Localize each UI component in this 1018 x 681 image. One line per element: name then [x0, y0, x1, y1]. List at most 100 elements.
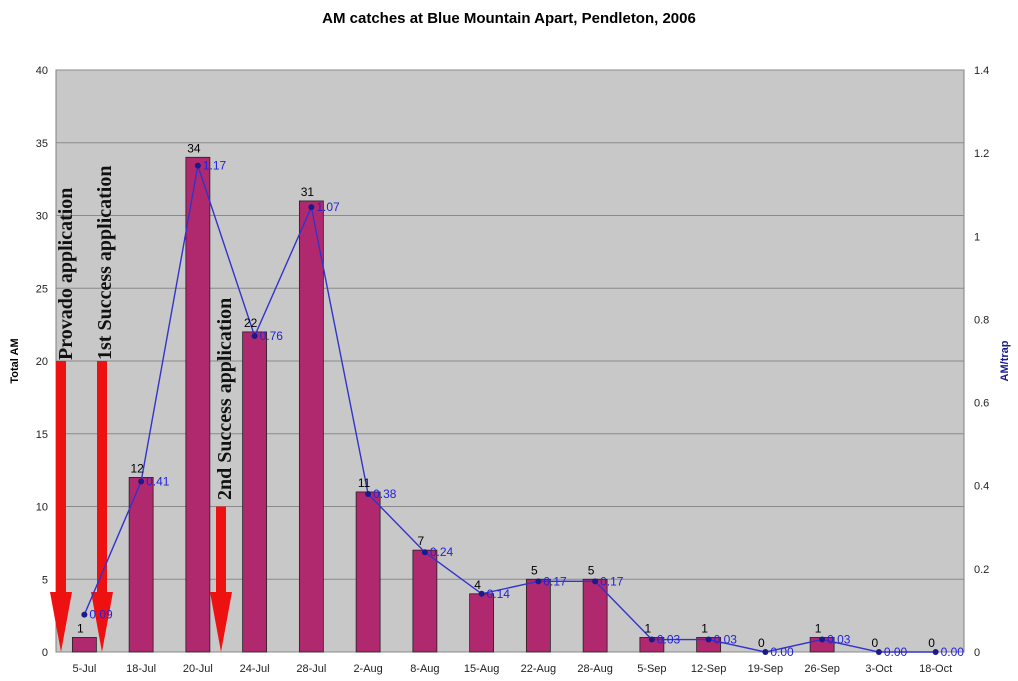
x-tick-label: 18-Jul: [126, 663, 156, 675]
line-value-label: 0.41: [146, 475, 170, 489]
x-tick-label: 5-Jul: [72, 663, 96, 675]
line-point: [705, 636, 712, 643]
bar: [469, 593, 495, 653]
y-tick-label: 15: [36, 429, 48, 441]
y2-tick-label: 0.4: [974, 481, 989, 493]
y-tick-label: 35: [36, 138, 48, 150]
axes: 051015202530354000.20.40.60.811.21.45-Ju…: [9, 65, 1011, 675]
line-point: [819, 636, 826, 643]
bar: [71, 637, 97, 653]
y2-tick-label: 1.4: [974, 65, 989, 77]
x-tick-label: 5-Sep: [637, 663, 666, 675]
annotation-label: 2nd Success application: [214, 298, 236, 500]
bar-value-label: 7: [418, 534, 425, 548]
bar: [242, 331, 268, 653]
bar-value-label: 1: [77, 621, 84, 635]
bar-value-label: 22: [244, 316, 258, 330]
y2-tick-label: 0: [974, 647, 980, 659]
y-tick-label: 0: [42, 647, 48, 659]
line-point: [932, 649, 939, 655]
x-tick-label: 26-Sep: [804, 663, 839, 675]
line-point: [478, 590, 485, 597]
y-tick-label: 30: [36, 211, 48, 223]
y-tick-label: 40: [36, 65, 48, 77]
x-tick-label: 3-Oct: [865, 663, 892, 675]
y-tick-label: 5: [42, 574, 48, 586]
bar-value-label: 1: [701, 621, 708, 635]
bar-value-label: 1: [815, 621, 822, 635]
bar-value-label: 31: [301, 185, 315, 199]
bar: [185, 156, 211, 653]
y2-tick-label: 0.8: [974, 314, 989, 326]
annotation-label: Provado application: [55, 188, 77, 360]
line-value-label: 0.17: [543, 574, 567, 588]
line-point: [251, 333, 258, 340]
annotation-label: 1st Success application: [94, 166, 116, 360]
y2-tick-label: 1: [974, 231, 980, 243]
bar-value-label: 5: [588, 563, 595, 577]
bar: [298, 200, 324, 653]
bar-value-label: 0: [928, 636, 935, 650]
application-arrows: [50, 361, 232, 652]
y2-tick-label: 0.6: [974, 398, 989, 410]
line-value-label: 0.03: [714, 633, 738, 647]
line-value-label: 0.76: [260, 329, 284, 343]
y2-tick-label: 0.2: [974, 564, 989, 576]
arrow-provado: [50, 361, 72, 652]
x-tick-label: 15-Aug: [464, 663, 499, 675]
line-value-label: 0.17: [600, 574, 624, 588]
x-tick-label: 28-Aug: [577, 663, 612, 675]
y-axis-title: Total AM: [9, 338, 21, 383]
x-tick-label: 19-Sep: [748, 663, 783, 675]
line-value-label: 1.17: [203, 159, 227, 173]
bar-value-label: 11: [358, 476, 371, 490]
y-tick-label: 25: [36, 283, 48, 295]
line-point: [648, 636, 655, 643]
x-tick-label: 24-Jul: [240, 663, 270, 675]
bar: [128, 476, 154, 653]
line-point: [308, 204, 315, 211]
y2-axis-title: AM/trap: [999, 340, 1011, 381]
line-value-label: 0.24: [430, 545, 454, 559]
line-point: [81, 611, 88, 618]
y-tick-label: 20: [36, 356, 48, 368]
line-point: [535, 578, 542, 585]
line-value-label: 0.09: [89, 608, 113, 622]
line-value-label: 0.14: [487, 587, 511, 601]
x-tick-label: 8-Aug: [410, 663, 439, 675]
x-tick-label: 20-Jul: [183, 663, 213, 675]
x-tick-label: 22-Aug: [521, 663, 556, 675]
x-tick-label: 18-Oct: [919, 663, 952, 675]
line-value-label: 0.00: [941, 645, 965, 659]
bar-value-label: 12: [130, 461, 144, 475]
x-tick-label: 12-Sep: [691, 663, 726, 675]
x-tick-label: 2-Aug: [353, 663, 382, 675]
bar-value-label: 1: [645, 621, 652, 635]
bar-value-label: 0: [872, 636, 879, 650]
line-point: [194, 162, 201, 169]
bar-value-label: 4: [474, 578, 481, 592]
bar: [525, 578, 551, 653]
bar-value-label: 34: [187, 141, 201, 155]
line-point: [875, 649, 882, 655]
annotations: Provado application 1st Success applicati…: [55, 166, 236, 500]
bar: [582, 578, 608, 653]
bar: [355, 491, 381, 653]
line-point: [138, 478, 145, 485]
line-value-label: 0.00: [884, 645, 908, 659]
line-point: [421, 549, 428, 556]
line-series: [81, 162, 939, 655]
arrow-2nd-success: [210, 506, 232, 652]
line-value-label: 0.03: [827, 633, 851, 647]
line-point: [592, 578, 599, 585]
y-tick-label: 10: [36, 502, 48, 514]
bar-value-label: 0: [758, 636, 765, 650]
x-tick-label: 28-Jul: [296, 663, 326, 675]
line-point: [762, 649, 769, 655]
bar-value-label: 5: [531, 563, 538, 577]
y2-tick-label: 1.2: [974, 148, 989, 160]
line-point: [365, 491, 372, 498]
am-per-trap-line: [83, 165, 936, 653]
